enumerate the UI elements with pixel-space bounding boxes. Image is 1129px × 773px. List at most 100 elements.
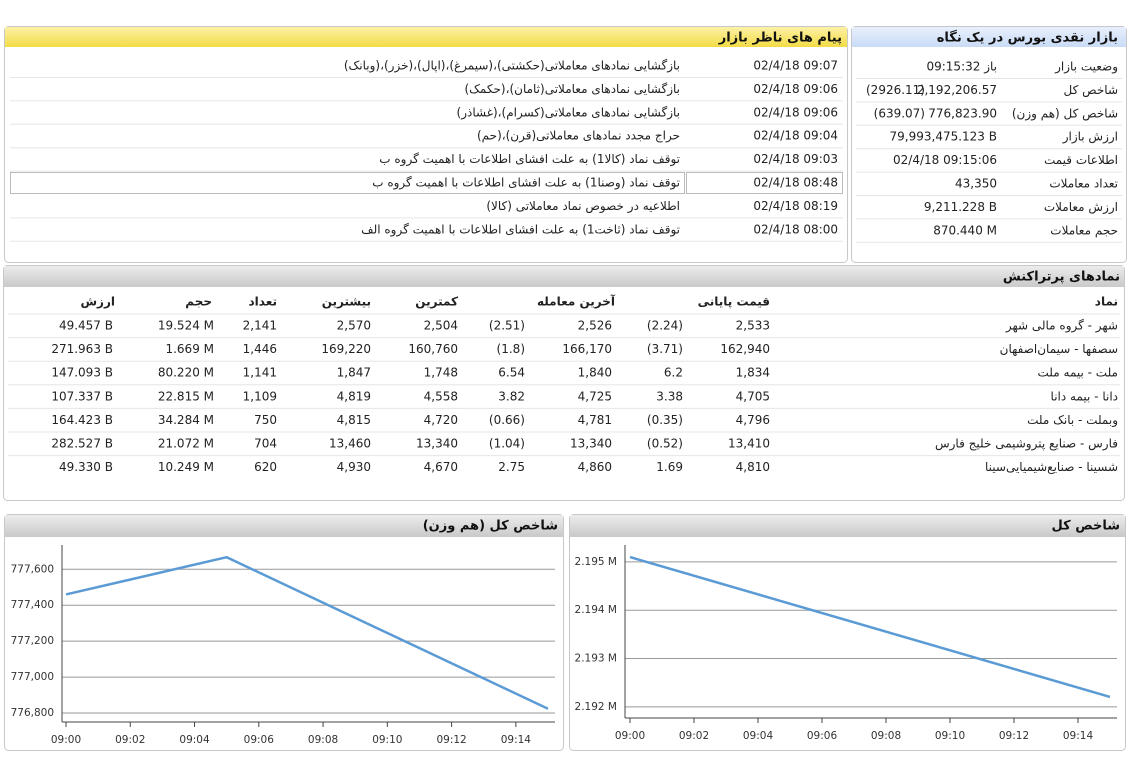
- change-cell: (1.8): [497, 342, 525, 356]
- change-cell: 1.69: [656, 460, 683, 474]
- messages-panel: [4, 26, 848, 263]
- message-text: حراج مجدد نمادهای معاملاتی(قرن)،(حم): [477, 129, 680, 144]
- x-tick-label: 09:00: [51, 734, 81, 746]
- change-cell: (1.04): [489, 437, 525, 451]
- change-cell: 6.2: [664, 366, 683, 380]
- change-cell: (2.24): [647, 319, 683, 333]
- row-value: 776,823.90: [928, 106, 997, 120]
- change-cell: (0.52): [647, 437, 683, 451]
- table-cell: 49.330 B: [59, 460, 113, 474]
- row-value: 9,211.228 B: [924, 200, 997, 214]
- message-text: بازگشایی نمادهای معاملاتی(حکشتی)،(سیمرغ)…: [344, 59, 680, 74]
- plot-area: [62, 545, 555, 722]
- change-cell: 3.82: [498, 389, 525, 403]
- y-tick-label: 2.194 M: [575, 604, 617, 616]
- change-cell: (0.35): [647, 413, 683, 427]
- x-tick-label: 09:10: [372, 734, 402, 746]
- messages-header: [5, 27, 847, 47]
- chart-header: [570, 515, 1125, 537]
- change-cell: 3.38: [656, 389, 683, 403]
- x-tick-label: 09:08: [871, 730, 901, 742]
- x-tick-label: 09:12: [436, 734, 466, 746]
- y-tick-label: 777,400: [11, 599, 54, 611]
- table-cell: 2,141: [243, 319, 277, 333]
- overview-header: [852, 27, 1126, 47]
- column-header: ارزش: [81, 295, 116, 309]
- table-cell: 4,720: [424, 413, 458, 427]
- table-cell: 4,670: [424, 460, 458, 474]
- chart-title: شاخص کل (هم وزن): [423, 519, 558, 534]
- y-tick-label: 776,800: [11, 707, 54, 719]
- x-tick-label: 09:14: [501, 734, 532, 746]
- selected-row[interactable]: [10, 172, 685, 194]
- message-time: 02/4/18 08:48: [753, 176, 838, 190]
- table-cell: 22.815 M: [158, 389, 214, 403]
- table-cell: 13,410: [728, 437, 770, 451]
- chart-title: شاخص کل: [1052, 519, 1120, 534]
- row-label: وضعیت بازار: [1054, 60, 1118, 75]
- table-cell: 4,725: [578, 389, 612, 403]
- message-text: بازگشایی نمادهای معاملاتی(ثامان)،(حکمک): [464, 82, 680, 97]
- change-cell: 2.75: [498, 460, 525, 474]
- row-label: شاخص کل: [1064, 83, 1118, 98]
- table-cell: 162,940: [720, 342, 770, 356]
- table-cell: 21.072 M: [158, 437, 214, 451]
- row-label: ارزش معاملات: [1044, 200, 1118, 215]
- column-header: آخرین معامله: [537, 294, 616, 309]
- panel-title: پیام های ناظر بازار: [718, 31, 842, 46]
- selected-row-time[interactable]: [686, 172, 843, 194]
- table-cell: 1,748: [424, 366, 458, 380]
- table-cell: 2,533: [736, 319, 770, 333]
- symbols-panel: [3, 265, 1125, 501]
- symbol-name: ملت - بیمه ملت: [1038, 366, 1118, 380]
- x-tick-label: 09:00: [615, 730, 645, 742]
- y-tick-label: 2.192 M: [575, 701, 617, 713]
- x-tick-label: 09:02: [115, 734, 145, 746]
- table-cell: 10.249 M: [158, 460, 214, 474]
- table-cell: 4,558: [424, 389, 458, 403]
- symbol-name: سصفها - سیمان‌اصفهان: [1000, 342, 1118, 356]
- chart-header: [5, 515, 563, 537]
- table-cell: 2,526: [578, 319, 612, 333]
- table-cell: 107.337 B: [51, 389, 113, 403]
- message-time: 02/4/18 09:06: [753, 82, 838, 96]
- row-value: 79,993,475.123 B: [890, 130, 997, 144]
- table-cell: 166,170: [562, 342, 612, 356]
- table-cell: 13,460: [329, 437, 371, 451]
- column-header: تعداد: [249, 295, 277, 309]
- message-text: بازگشایی نمادهای معاملاتی(کسرام)،(غشاذر): [457, 105, 680, 120]
- column-header: نماد: [1095, 295, 1118, 309]
- table-cell: 19.524 M: [158, 319, 214, 333]
- message-text: توقف نماد (ثاخت1) به علت افشای اطلاعات ب…: [361, 222, 680, 237]
- x-tick-label: 09:06: [807, 730, 838, 742]
- row-change: (2926.11): [866, 83, 925, 97]
- message-time: 02/4/18 09:06: [753, 105, 838, 119]
- table-cell: 1,834: [736, 366, 770, 380]
- table-cell: 1,446: [243, 342, 277, 356]
- table-cell: 4,796: [736, 413, 770, 427]
- y-tick-label: 2.195 M: [575, 556, 617, 568]
- table-cell: 80.220 M: [158, 366, 214, 380]
- symbol-name: شهر - گروه مالی شهر: [1005, 319, 1118, 334]
- symbol-name: دانا - بیمه دانا: [1051, 389, 1118, 403]
- message-text: اطلاعیه در خصوص نماد معاملاتی (کالا): [486, 199, 680, 214]
- table-cell: 4,815: [337, 413, 371, 427]
- message-text: توقف نماد (کالا1) به علت افشای اطلاعات ب…: [379, 152, 680, 167]
- change-cell: 6.54: [498, 366, 525, 380]
- overview-panel: [851, 26, 1127, 263]
- message-time: 02/4/18 08:00: [753, 222, 838, 236]
- table-cell: 2,570: [337, 319, 371, 333]
- table-cell: 750: [254, 413, 277, 427]
- row-label: تعداد معاملات: [1049, 177, 1118, 191]
- symbol-name: فارس - صنایع پتروشیمی خلیج فارس: [935, 437, 1118, 452]
- table-cell: 13,340: [416, 437, 458, 451]
- column-header: حجم: [185, 295, 212, 309]
- table-cell: 4,810: [736, 460, 770, 474]
- table-cell: 4,705: [736, 389, 770, 403]
- row-label: اطلاعات قیمت: [1044, 153, 1118, 167]
- row-value: 2,192,206.57: [917, 83, 997, 97]
- row-value: 02/4/18 09:15:06: [893, 153, 997, 167]
- table-cell: 160,760: [408, 342, 458, 356]
